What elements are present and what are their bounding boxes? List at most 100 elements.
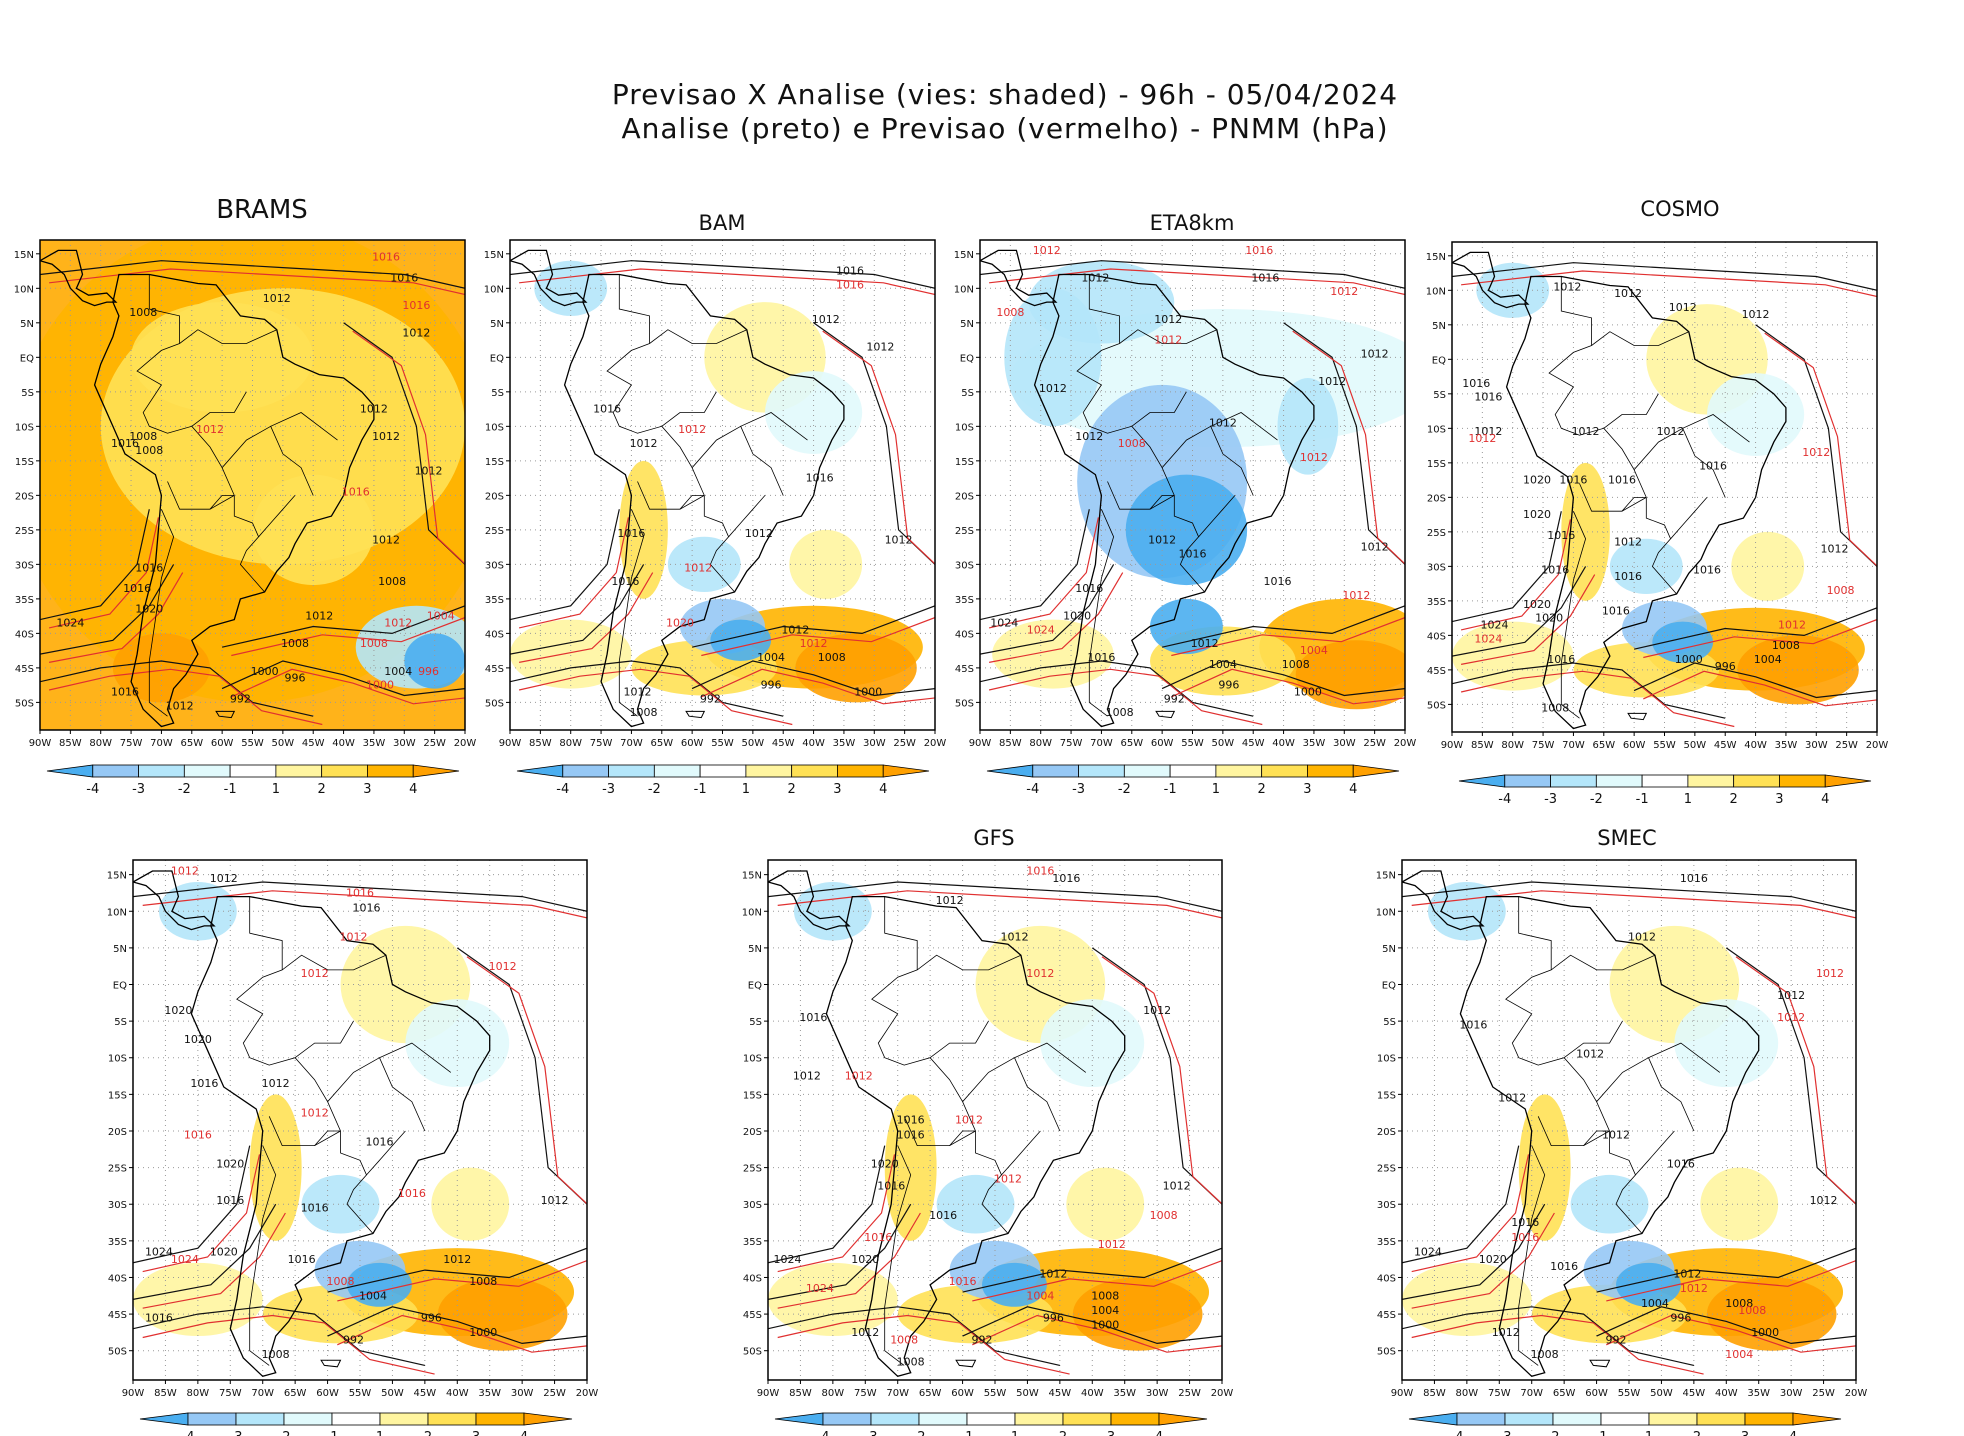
forecast-isobar: [1606, 1260, 1856, 1302]
lon-label: 50W: [272, 738, 295, 749]
country-border: [1563, 1020, 1623, 1059]
colorbar-label: 2: [1059, 1430, 1067, 1436]
lat-label: 30S: [15, 560, 34, 571]
isobar-label: 1016: [1547, 529, 1575, 542]
bias-shading: [992, 619, 1114, 689]
lat-label: 30S: [743, 1200, 762, 1211]
forecast-isobar: [701, 616, 935, 657]
isobar-label: 1016: [398, 1187, 426, 1200]
lat-label: 10N: [742, 907, 762, 918]
lat-label: 15N: [107, 871, 127, 882]
isobar-label: 1012: [541, 1194, 569, 1207]
forecast-isobar: [1411, 1314, 1704, 1375]
isobar-label: 1008: [135, 444, 163, 457]
lat-label: 45S: [743, 1310, 762, 1321]
colorbar-label: -3: [1072, 782, 1085, 797]
isobar-label: 1012: [1154, 334, 1182, 347]
isobar-label: 1012: [1553, 280, 1581, 293]
isobar-label: 1016: [1264, 575, 1292, 588]
panel-title: COSMO: [1640, 197, 1719, 221]
colorbar-segment: [1062, 1412, 1112, 1426]
lat-label: 45S: [1377, 1310, 1396, 1321]
colorbar: -4 -3 -2 -1 1 2 3 4: [139, 1412, 573, 1436]
lon-label: 85W: [59, 738, 82, 749]
colorbar-segment: [46, 764, 94, 778]
isobar-label: 1012: [1361, 347, 1389, 360]
colorbar: -4 -3 -2 -1 1 2 3 4: [516, 764, 930, 797]
bias-shading: [252, 474, 374, 586]
isobar-label: 1012: [1000, 931, 1028, 944]
analysis-isobar: [1402, 1145, 1520, 1264]
lat-label: 30S: [955, 560, 974, 571]
lon-label: 25W: [423, 738, 446, 749]
lat-label: 5N: [1432, 321, 1446, 332]
colorbar-segment: [321, 764, 368, 778]
colorbar-label: 2: [1730, 792, 1738, 807]
colorbar-label: -1: [694, 782, 707, 797]
analysis-isobar: [1596, 1306, 1856, 1345]
coastline-falklands: [685, 710, 706, 719]
country-border: [1596, 1057, 1649, 1102]
colorbar-segment: [1733, 774, 1780, 788]
lon-label: 90W: [969, 738, 992, 749]
lon-label: 45W: [1714, 740, 1737, 751]
bias-shading: [1707, 373, 1805, 456]
isobar-label: 992: [1606, 1333, 1627, 1346]
country-border: [1579, 483, 1647, 512]
lon-label: 80W: [187, 1388, 210, 1399]
isobar-label: 1016: [593, 403, 621, 416]
lon-label: 20W: [1866, 740, 1889, 751]
country-border: [1560, 511, 1587, 719]
colorbar-label: -3: [602, 782, 615, 797]
lon-label: 60W: [1585, 1388, 1608, 1399]
map-field: 1016 1012 1012 1012 1012 1016 1012 1012 1012 1016…: [1402, 860, 1856, 1380]
isobar-label: 1016: [352, 901, 380, 914]
isobar-label: 1012: [372, 430, 400, 443]
isobar-label: 1012: [384, 616, 412, 629]
forecast-isobar: [1171, 616, 1405, 657]
isobar-label: 992: [1164, 692, 1185, 705]
colorbar-segment: [1458, 774, 1506, 788]
lat-label: 15S: [108, 1090, 127, 1101]
colorbar-label: 3: [1775, 792, 1783, 807]
country-border: [1505, 954, 1656, 1234]
lat-label: 5N: [113, 944, 127, 955]
coastline-south-america: [563, 273, 845, 728]
isobar-label: 1012: [415, 465, 443, 478]
lat-label: EQ: [113, 981, 127, 992]
bias-shading: [1277, 378, 1339, 475]
country-border: [268, 1116, 341, 1146]
lat-label: 40S: [1427, 631, 1446, 642]
lat-label: 50S: [743, 1347, 762, 1358]
country-border: [314, 1130, 341, 1146]
forecast-isobar: [1460, 670, 1735, 728]
country-border: [1537, 1116, 1610, 1146]
lon-label: 75W: [120, 738, 143, 749]
colorbar-segment: [1552, 1412, 1602, 1426]
forecast-isobar: [777, 1154, 896, 1273]
isobar-label: 1012: [301, 1106, 329, 1119]
lat-label: 10S: [485, 422, 504, 433]
country-border: [679, 495, 705, 510]
isobar-label: 1024: [773, 1253, 801, 1266]
colorbar-label: -2: [1547, 1430, 1560, 1436]
colorbar-segment: [986, 764, 1034, 778]
bias-shading: [1402, 1262, 1532, 1337]
colorbar: -4 -3 -2 -1 1 2 3 4: [774, 1412, 1208, 1436]
colorbar-segment: [822, 1412, 872, 1426]
lon-label: 25W: [1835, 740, 1858, 751]
isobar-label: 1004: [1300, 644, 1328, 657]
lat-label: 10S: [1427, 424, 1446, 435]
analysis-isobar: [980, 660, 1254, 717]
analysis-isobar: [40, 564, 175, 655]
lat-label: 15S: [1427, 459, 1446, 470]
lon-label: 85W: [154, 1388, 177, 1399]
forecast-isobar: [1101, 956, 1222, 1205]
lat-label: 20S: [955, 491, 974, 502]
isobar-label: 1016: [1179, 547, 1207, 560]
coastline-falklands: [1155, 710, 1176, 719]
lon-label: 40W: [1744, 740, 1767, 751]
isobar-label: 992: [230, 692, 251, 705]
bias-shading: [1616, 1262, 1681, 1307]
